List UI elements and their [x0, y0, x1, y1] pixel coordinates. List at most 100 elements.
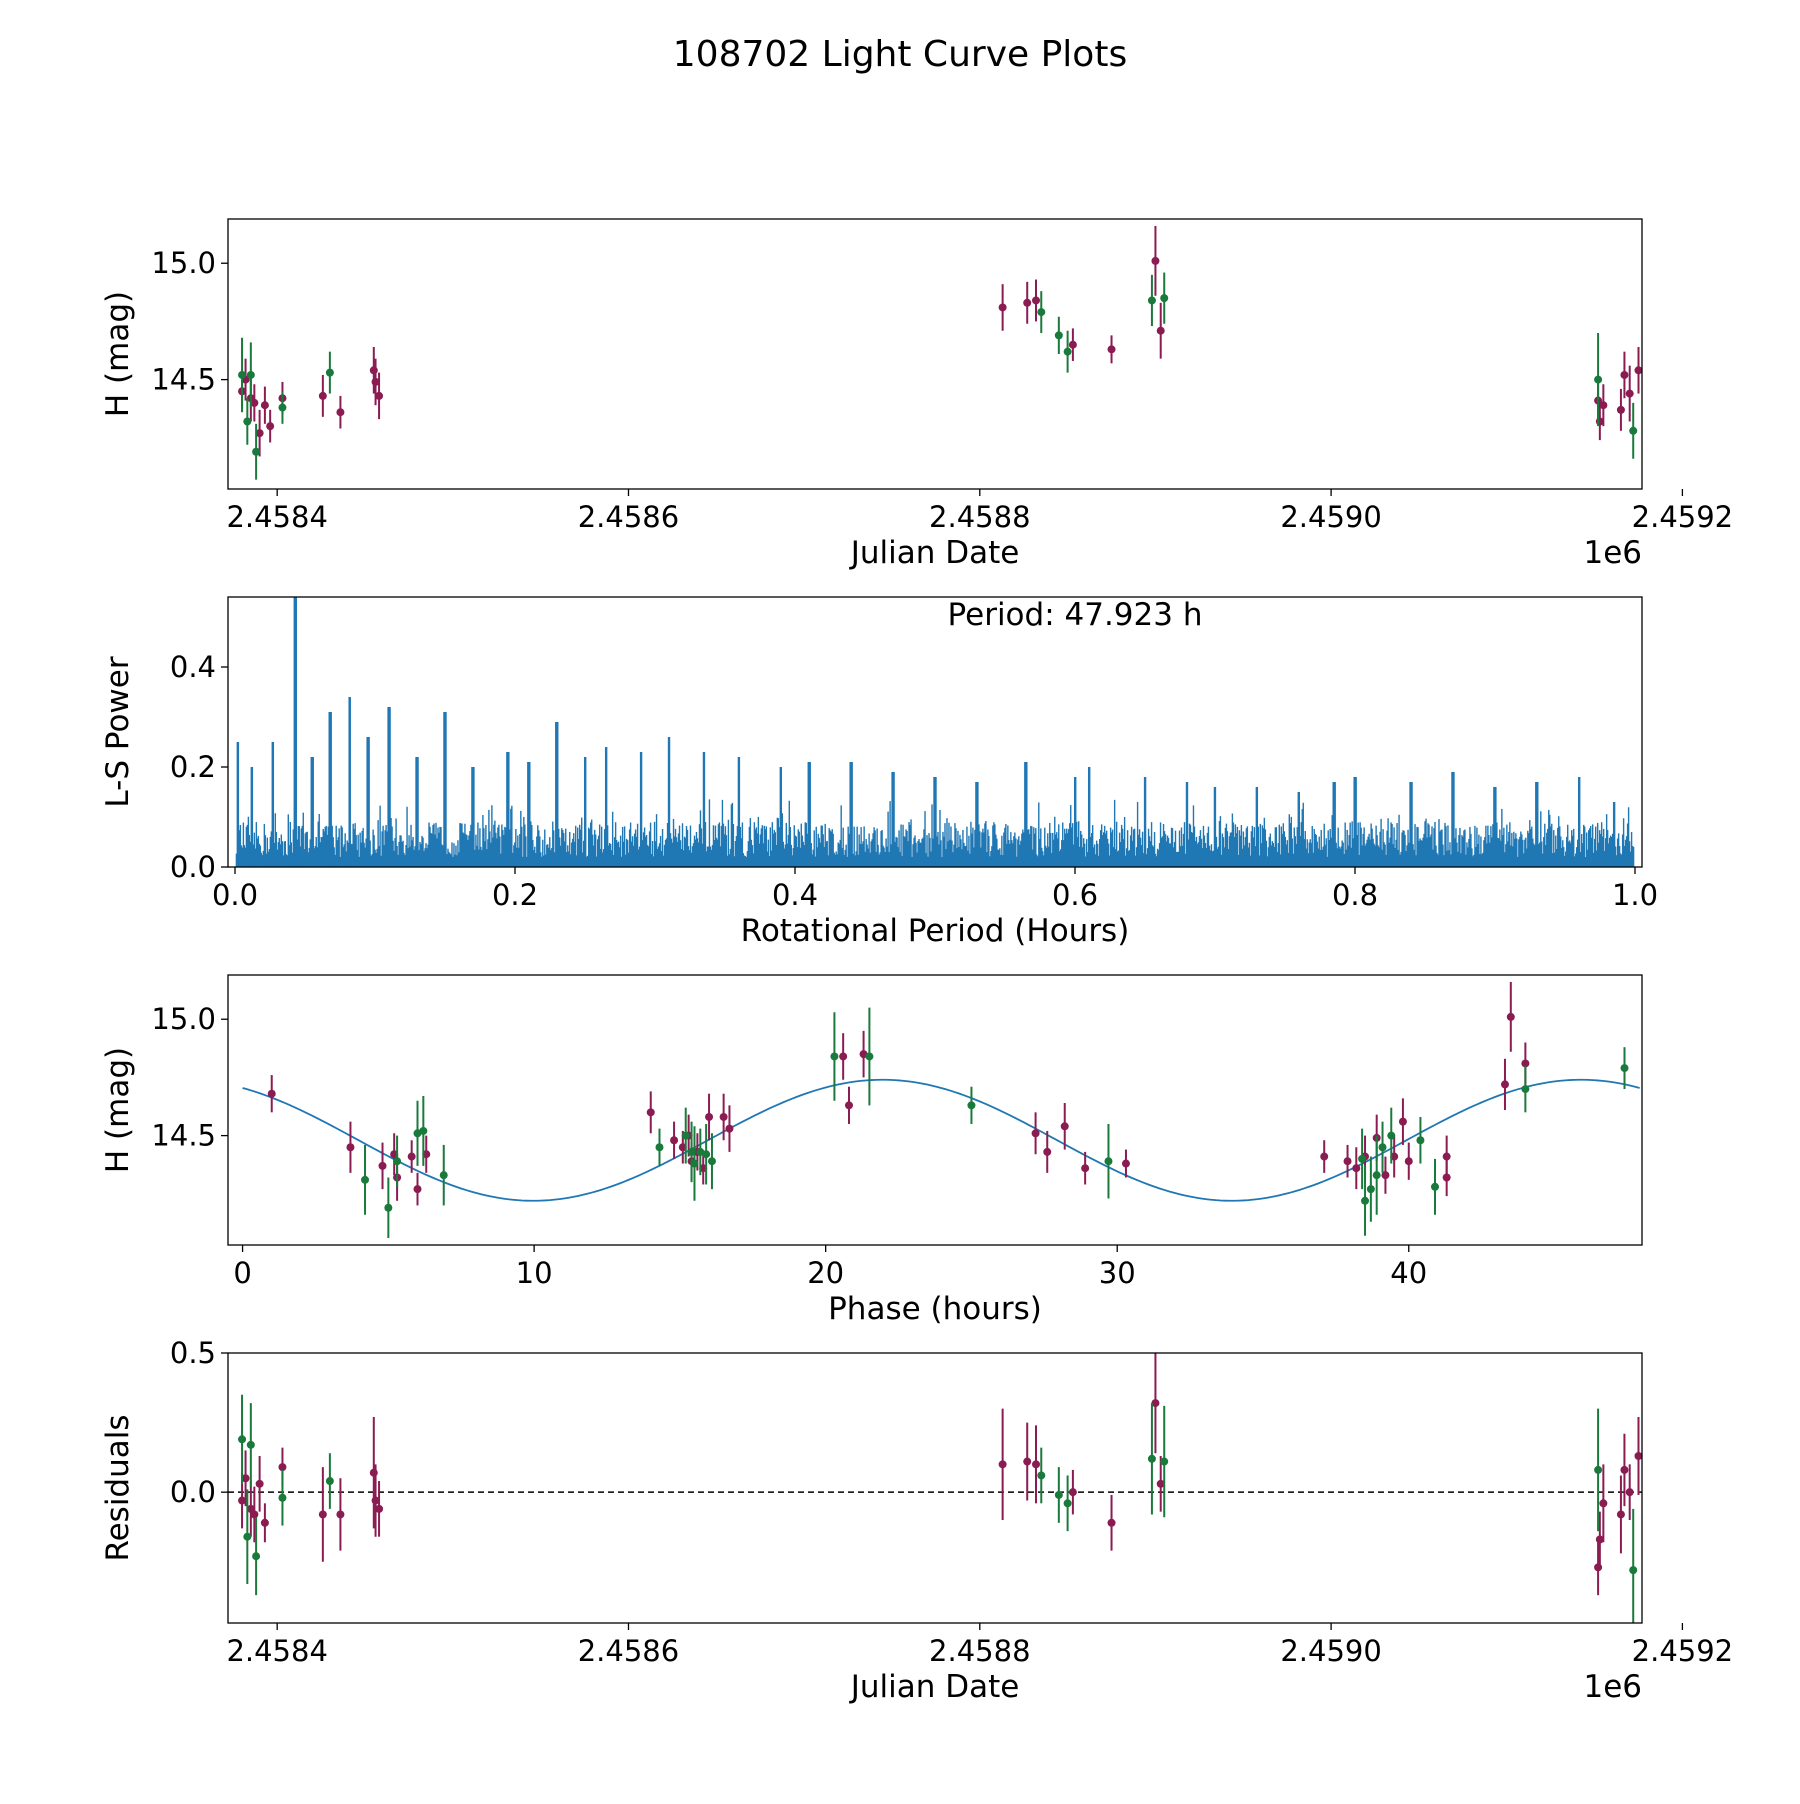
data-point [1594, 375, 1603, 384]
data-point [1649, 1460, 1657, 1468]
data-point [1634, 366, 1642, 375]
data-point [725, 1124, 734, 1133]
data-point [1714, 1458, 1722, 1466]
data-point [1652, 1519, 1660, 1527]
data-point [260, 401, 269, 410]
data-point [267, 1089, 276, 1098]
data-point [241, 1474, 250, 1483]
x-offset-label: 1e6 [1583, 1669, 1642, 1705]
data-point [1023, 1457, 1032, 1466]
data-point [998, 1460, 1007, 1469]
data-point [1749, 397, 1757, 405]
data-point [1670, 1485, 1678, 1493]
data-point [1343, 1157, 1352, 1166]
data-point [1728, 357, 1736, 365]
y-tick-label: 15.0 [151, 246, 216, 280]
data-point [1661, 1463, 1669, 1471]
data-point [1063, 347, 1072, 356]
data-point [1616, 405, 1625, 414]
data-point [1643, 1527, 1651, 1535]
data-point [318, 1510, 327, 1519]
data-point [1652, 399, 1660, 407]
data-point [1151, 256, 1160, 265]
data-point [998, 303, 1007, 312]
data-lightcurve [238, 225, 1757, 480]
data-point [707, 1157, 716, 1166]
data-point [250, 1510, 259, 1519]
y-tick-label: 14.5 [151, 363, 216, 397]
data-point [1731, 352, 1739, 360]
x-tick-label: 2.4592 [1632, 1634, 1733, 1668]
x-axis-label: Rotational Period (Hours) [741, 913, 1130, 949]
data-point [1054, 1490, 1063, 1499]
data-point [1717, 1488, 1725, 1496]
data-point [690, 1159, 699, 1168]
data-point [246, 1440, 255, 1449]
x-tick-label: 2.4586 [578, 1634, 679, 1668]
data-residuals [228, 1353, 1736, 1623]
y-tick-label: 0.2 [170, 750, 216, 784]
data-point [336, 1510, 345, 1519]
data-point [655, 1143, 664, 1152]
data-point [1378, 1143, 1387, 1152]
data-point [336, 408, 345, 417]
data-point [1156, 326, 1165, 335]
data-point [325, 1477, 334, 1486]
data-point [1081, 1164, 1090, 1173]
data-point [1728, 1419, 1736, 1427]
data-point [1358, 1154, 1367, 1163]
data-point [1023, 298, 1032, 307]
data-point [255, 1479, 264, 1488]
data-point [1620, 1465, 1629, 1474]
data-point [255, 429, 264, 438]
data-point [1722, 1460, 1730, 1468]
y-axis-label: H (mag) [100, 291, 136, 417]
x-tick-label: 2.4588 [929, 1634, 1030, 1668]
data-point [1643, 415, 1651, 423]
data-point [1366, 1185, 1375, 1194]
data-point [1442, 1173, 1451, 1182]
data-point [1147, 1454, 1156, 1463]
data-point [1156, 1479, 1165, 1488]
data-point [1701, 380, 1709, 388]
data-point [260, 1518, 269, 1527]
data-point [1678, 399, 1686, 407]
data-point [375, 1504, 384, 1513]
x-offset-label: 1e6 [1583, 535, 1642, 571]
data-point [1682, 1502, 1690, 1510]
period-annotation: Period: 47.923 h [948, 597, 1203, 633]
data-point [378, 1161, 387, 1170]
data-point [967, 1101, 976, 1110]
data-point [1625, 1488, 1634, 1497]
data-point [238, 1496, 247, 1505]
data-point [1629, 1566, 1638, 1575]
x-tick-label: 0.8 [1332, 878, 1378, 912]
y-tick-label: 0.0 [170, 850, 216, 884]
data-point [375, 391, 384, 400]
data-point [1054, 331, 1063, 340]
axes-frame [227, 596, 1643, 868]
data-point [252, 1552, 261, 1561]
data-point [1687, 394, 1695, 402]
data-point [1594, 1563, 1603, 1572]
data-point [1701, 1466, 1709, 1474]
data-point [419, 1126, 428, 1135]
axes-frame [227, 974, 1643, 1246]
data-point [1705, 383, 1713, 391]
data-point [1620, 370, 1629, 379]
data-point [844, 1101, 853, 1110]
data-point [670, 1136, 679, 1145]
data-point [1696, 383, 1704, 391]
data-point [1670, 1530, 1678, 1538]
y-tick-label: 0.0 [170, 1475, 216, 1509]
x-axis-label: Julian Date [849, 1669, 1020, 1705]
data-point [1717, 394, 1725, 402]
x-tick-label: 2.4588 [929, 500, 1030, 534]
data-point [407, 1152, 416, 1161]
data-point [1649, 387, 1657, 395]
x-tick-label: 40 [1390, 1256, 1427, 1290]
data-point [1043, 1147, 1052, 1156]
data-point [1147, 296, 1156, 305]
data-point [371, 377, 380, 386]
